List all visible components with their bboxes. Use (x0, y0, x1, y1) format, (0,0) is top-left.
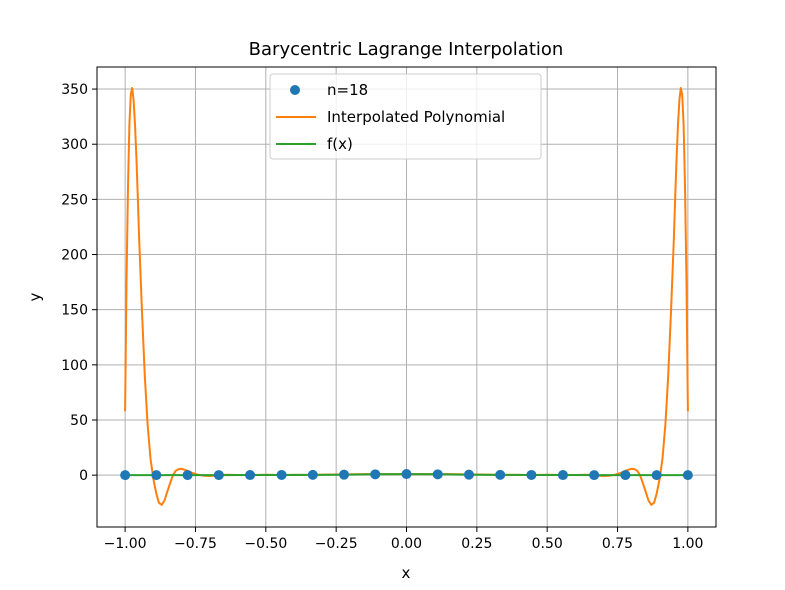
axis-ticks: −1.00 −0.75 −0.50 −0.25 0.00 0.25 0.50 0.75 1.00… (61, 82, 703, 552)
x-tick-label: −0.75 (174, 536, 217, 552)
legend-box (269, 73, 542, 160)
x-tick-label: 1.00 (672, 536, 703, 552)
data-point (401, 469, 412, 480)
x-tick-label: 0.75 (602, 536, 633, 552)
data-point (245, 470, 256, 481)
legend: n=18 Interpolated Polynomial f(x) (269, 73, 542, 160)
y-tick-label: 150 (61, 303, 88, 319)
data-point (120, 470, 131, 481)
data-point (495, 469, 506, 480)
data-point (370, 469, 381, 480)
data-point (589, 470, 600, 481)
legend-label: n=18 (327, 81, 368, 99)
y-tick-label: 350 (61, 82, 88, 98)
data-point (339, 469, 350, 480)
legend-label: f(x) (327, 135, 353, 153)
series-layer (120, 87, 693, 506)
x-tick-label: 0.25 (461, 536, 492, 552)
y-tick-label: 100 (61, 358, 88, 374)
x-tick-label: 0.50 (532, 536, 563, 552)
x-axis-label: x (402, 564, 411, 582)
data-point (276, 469, 287, 480)
data-point (463, 469, 474, 480)
data-point (307, 469, 318, 480)
x-tick-label: −1.00 (104, 536, 147, 552)
data-point (557, 470, 568, 481)
data-point (682, 470, 693, 481)
chart-title: Barycentric Lagrange Interpolation (249, 39, 564, 60)
data-point (526, 469, 537, 480)
data-point (213, 470, 224, 481)
x-tick-label: 0.00 (391, 536, 422, 552)
y-axis-label: y (26, 292, 44, 301)
data-point (151, 470, 162, 481)
y-tick-label: 250 (61, 192, 88, 208)
y-tick-label: 300 (61, 137, 88, 153)
legend-marker (290, 85, 300, 95)
x-tick-label: −0.25 (315, 536, 358, 552)
data-point (432, 469, 443, 480)
y-tick-label: 50 (70, 413, 88, 429)
x-tick-label: −0.50 (244, 536, 287, 552)
data-point (182, 470, 193, 481)
data-point (651, 470, 662, 481)
legend-label: Interpolated Polynomial (327, 108, 505, 126)
y-tick-label: 0 (79, 468, 88, 484)
data-point (620, 470, 631, 481)
y-tick-label: 200 (61, 248, 88, 264)
